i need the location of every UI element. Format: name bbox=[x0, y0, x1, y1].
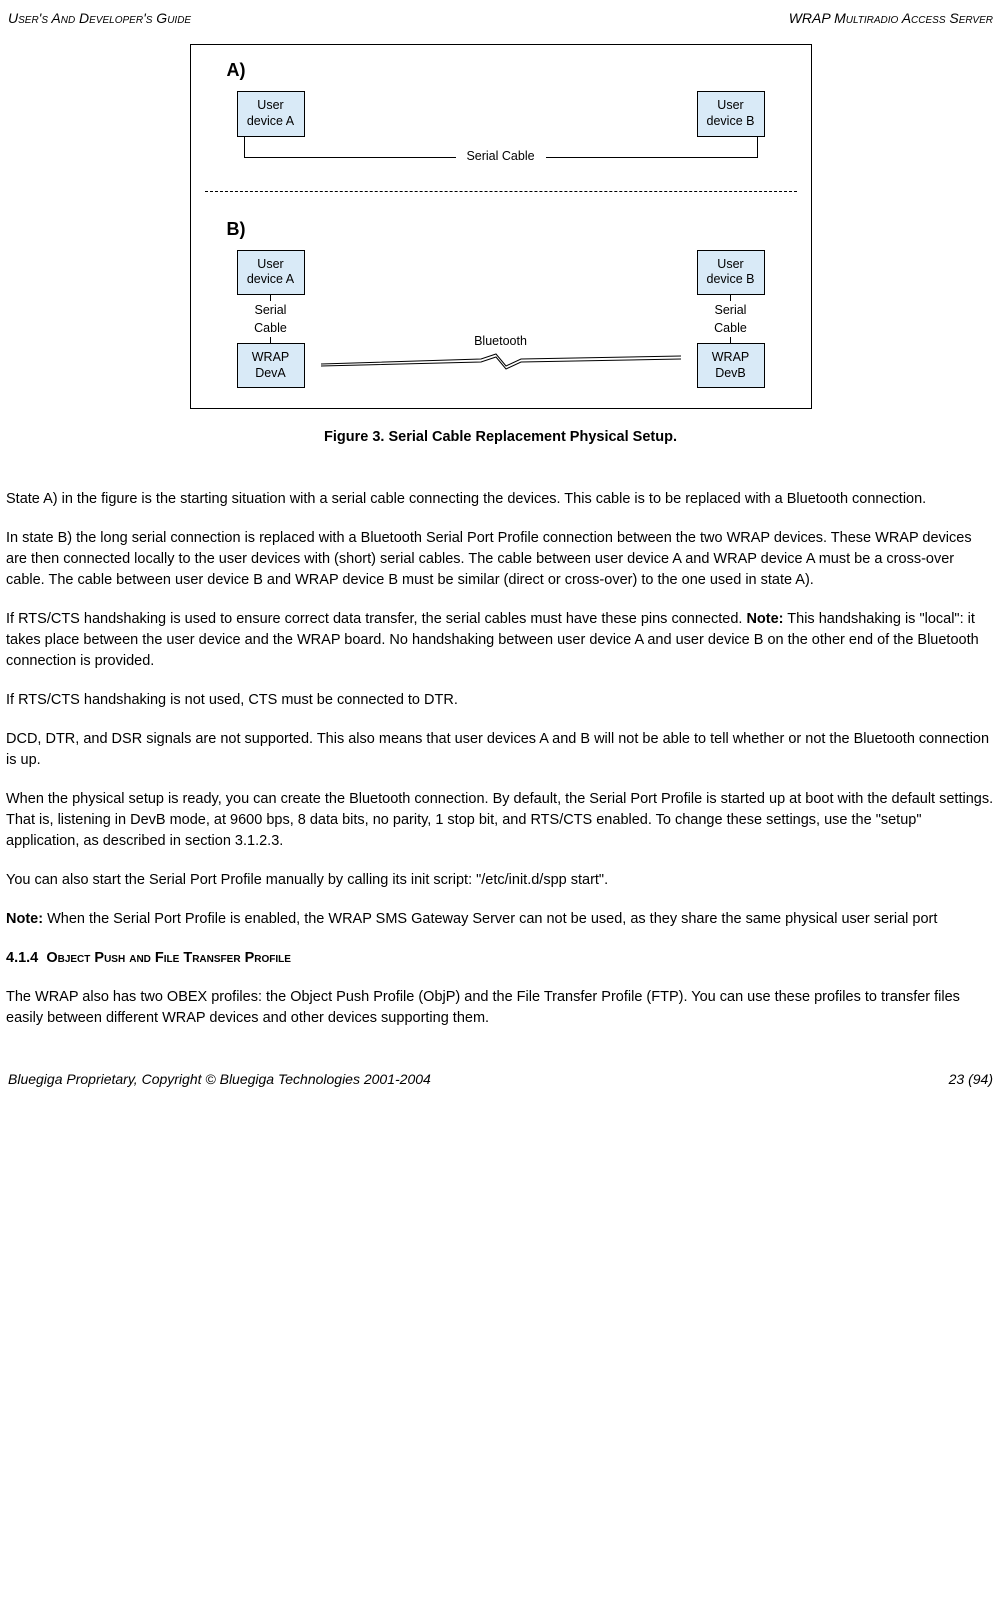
bluetooth-link: Bluetooth bbox=[305, 250, 697, 389]
page-footer: Bluegiga Proprietary, Copyright © Bluegi… bbox=[0, 1047, 1001, 1089]
paragraph-2: In state B) the long serial connection i… bbox=[6, 528, 995, 591]
node-user-a-l1: User bbox=[257, 98, 283, 112]
section-heading: 4.1.4 Object Push and File Transfer Prof… bbox=[0, 948, 1001, 969]
node-user-a-b-l1: User bbox=[257, 257, 283, 271]
paragraph-8: Note: When the Serial Port Profile is en… bbox=[6, 909, 995, 930]
paragraph-5: DCD, DTR, and DSR signals are not suppor… bbox=[6, 729, 995, 771]
section-number: 4.1.4 bbox=[6, 950, 38, 966]
serial-label-left: Serial Cable bbox=[254, 301, 287, 337]
panel-b: B) User device A Serial Cable WRAP bbox=[191, 192, 811, 409]
header-left: User's And Developer's Guide bbox=[8, 8, 191, 28]
node-user-a-l2: device A bbox=[247, 114, 294, 128]
node-user-a: User device A bbox=[237, 91, 305, 136]
p8-note: Note: bbox=[6, 911, 43, 927]
serial-cable-connector: Serial Cable bbox=[239, 137, 763, 171]
paragraph-4: If RTS/CTS handshaking is not used, CTS … bbox=[6, 690, 995, 711]
node-wrap-a: WRAP DevA bbox=[237, 343, 305, 388]
panel-b-label: B) bbox=[209, 216, 793, 242]
figure-box: A) User device A User device B Serial Ca… bbox=[190, 44, 812, 409]
node-user-b-b-l2: device B bbox=[707, 272, 755, 286]
node-wrap-b-l1: WRAP bbox=[712, 350, 750, 364]
p8-text: When the Serial Port Profile is enabled,… bbox=[43, 911, 937, 927]
figure-container: A) User device A User device B Serial Ca… bbox=[0, 44, 1001, 409]
panel-a-label: A) bbox=[209, 57, 793, 83]
bluetooth-label: Bluetooth bbox=[474, 332, 527, 350]
node-user-b-b: User device B bbox=[697, 250, 765, 295]
footer-left: Bluegiga Proprietary, Copyright © Bluegi… bbox=[8, 1069, 431, 1089]
panel-a: A) User device A User device B Serial Ca… bbox=[191, 45, 811, 190]
serial-label-left-l1: Serial bbox=[255, 303, 287, 317]
paragraph-7: You can also start the Serial Port Profi… bbox=[6, 870, 995, 891]
serial-label-right: Serial Cable bbox=[714, 301, 747, 337]
figure-caption: Figure 3. Serial Cable Replacement Physi… bbox=[0, 427, 1001, 448]
section-title: Object Push and File Transfer Profile bbox=[46, 950, 291, 966]
serial-label-right-l2: Cable bbox=[714, 321, 747, 335]
node-wrap-b: WRAP DevB bbox=[697, 343, 765, 388]
bluetooth-zigzag-icon bbox=[321, 352, 681, 370]
node-user-b-l2: device B bbox=[707, 114, 755, 128]
paragraph-9: The WRAP also has two OBEX profiles: the… bbox=[6, 987, 995, 1029]
node-user-b-l1: User bbox=[717, 98, 743, 112]
header-right: WRAP Multiradio Access Server bbox=[789, 8, 993, 28]
col-right: User device B Serial Cable WRAP DevB bbox=[697, 250, 765, 389]
p3-a: If RTS/CTS handshaking is used to ensure… bbox=[6, 611, 746, 627]
node-wrap-a-l2: DevA bbox=[255, 366, 286, 380]
serial-label-left-l2: Cable bbox=[254, 321, 287, 335]
node-user-b: User device B bbox=[697, 91, 765, 136]
paragraph-6: When the physical setup is ready, you ca… bbox=[6, 789, 995, 852]
serial-label-right-l1: Serial bbox=[715, 303, 747, 317]
p3-note: Note: bbox=[746, 611, 783, 627]
col-left: User device A Serial Cable WRAP DevA bbox=[237, 250, 305, 389]
paragraph-1: State A) in the figure is the starting s… bbox=[6, 489, 995, 510]
body-text-2: The WRAP also has two OBEX profiles: the… bbox=[0, 987, 1001, 1029]
footer-right: 23 (94) bbox=[949, 1069, 993, 1089]
serial-cable-label: Serial Cable bbox=[456, 147, 546, 165]
body-text: State A) in the figure is the starting s… bbox=[0, 489, 1001, 930]
node-user-a-b: User device A bbox=[237, 250, 305, 295]
node-wrap-b-l2: DevB bbox=[715, 366, 746, 380]
paragraph-3: If RTS/CTS handshaking is used to ensure… bbox=[6, 609, 995, 672]
node-user-a-b-l2: device A bbox=[247, 272, 294, 286]
node-user-b-b-l1: User bbox=[717, 257, 743, 271]
page-header: User's And Developer's Guide WRAP Multir… bbox=[0, 8, 1001, 34]
node-wrap-a-l1: WRAP bbox=[252, 350, 290, 364]
